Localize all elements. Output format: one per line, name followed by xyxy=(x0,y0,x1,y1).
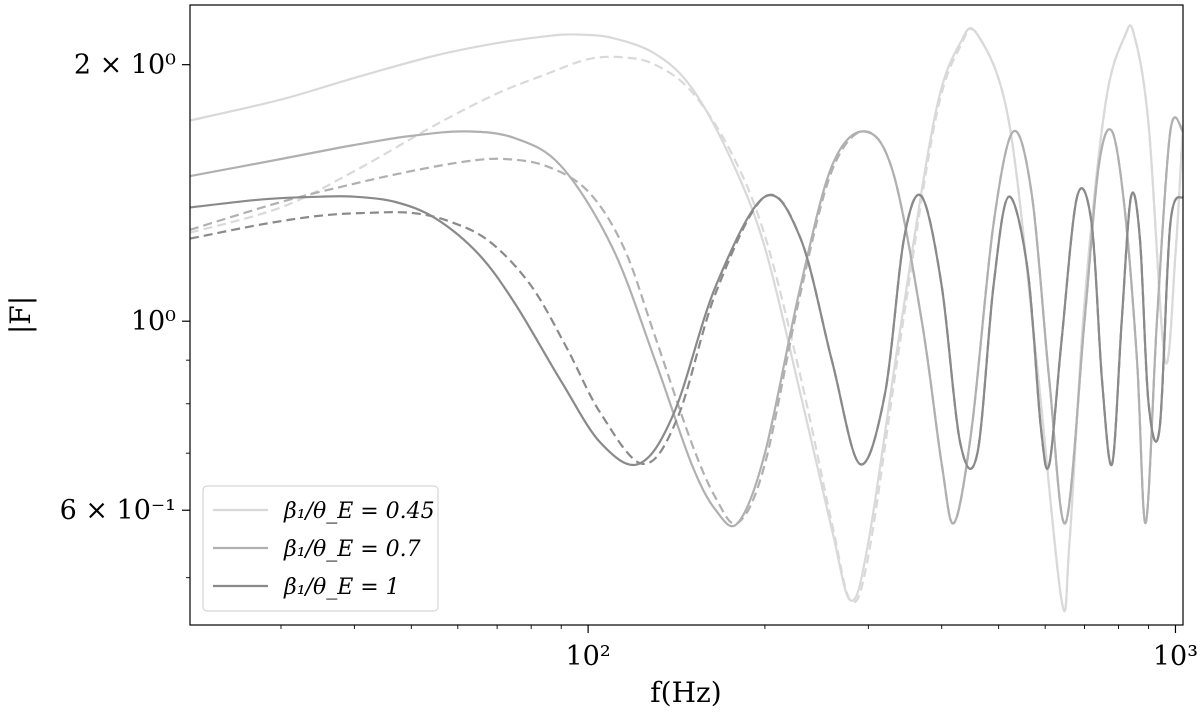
y-tick-label: 6 × 10⁻¹ xyxy=(60,495,176,526)
x-axis: 10² 10³ xyxy=(280,625,1198,672)
x-tick-label: 10³ xyxy=(1153,641,1198,672)
legend-label: β₁/θ_E = 0.7 xyxy=(283,537,421,562)
series-line-2 xyxy=(190,116,1183,528)
y-tick-label: 2 × 10⁰ xyxy=(74,50,176,81)
series-line-3 xyxy=(190,116,1183,525)
y-axis: 2 × 10⁰ 10⁰ 6 × 10⁻¹ xyxy=(60,50,190,579)
x-axis-label: f(Hz) xyxy=(650,676,721,709)
y-tick-label: 10⁰ xyxy=(131,306,176,337)
legend-label: β₁/θ_E = 0.45 xyxy=(283,499,435,524)
plot-frame xyxy=(189,4,1184,626)
series-line-4 xyxy=(190,187,1183,471)
series-line-1 xyxy=(190,24,1183,613)
legend-label: β₁/θ_E = 1 xyxy=(283,575,400,600)
legend: β₁/θ_E = 0.45 β₁/θ_E = 0.7 β₁/θ_E = 1 xyxy=(202,485,439,612)
series-layer xyxy=(190,24,1183,613)
legend-box xyxy=(202,485,439,612)
series-line-5 xyxy=(190,187,1183,471)
x-tick-label: 10² xyxy=(566,641,611,672)
y-axis-label: |F| xyxy=(4,296,37,334)
